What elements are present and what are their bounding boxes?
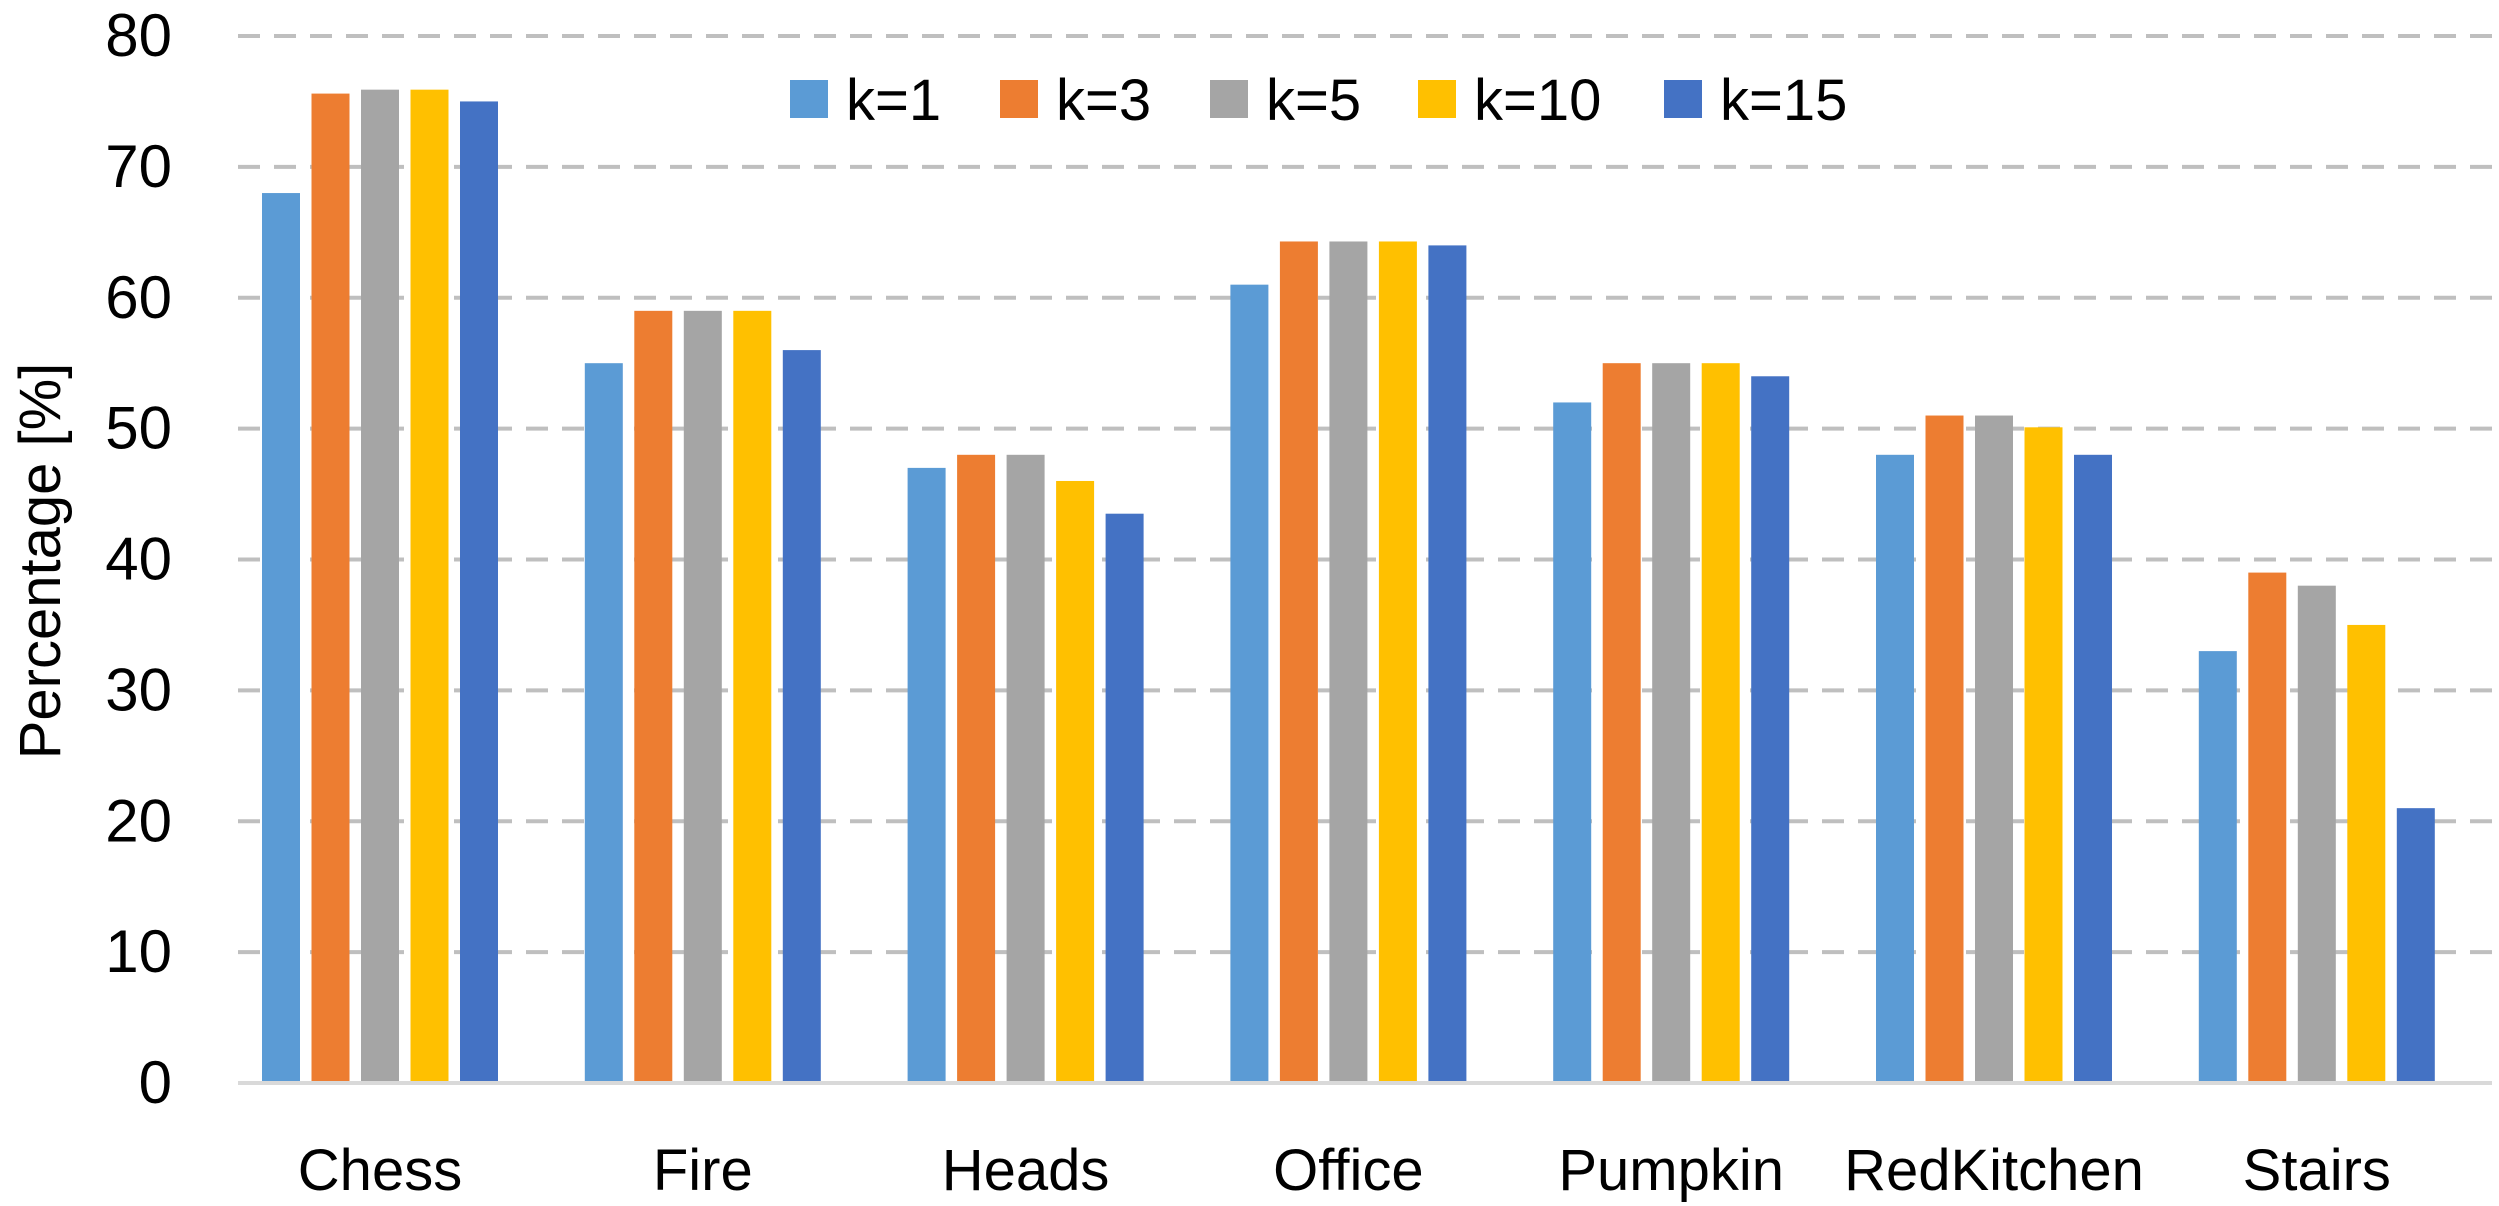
bar-stairs-k3: [2248, 572, 2287, 1083]
category-label-fire: Fire: [653, 1138, 753, 1203]
category-labels: Chess Fire Heads Office Pumpkin RedKitchen Sta…: [298, 1138, 2391, 1203]
bar-heads-k3: [957, 454, 996, 1083]
bar-redkitchen-k1: [1876, 454, 1914, 1083]
y-tick-label: 80: [105, 2, 172, 69]
bar-fire-k1: [584, 363, 623, 1083]
bar-redkitchen-k3: [1925, 415, 1964, 1084]
legend-label-k1: k=1: [846, 68, 941, 133]
category-label-chess: Chess: [298, 1138, 462, 1203]
legend-label-k15: k=15: [1720, 68, 1847, 133]
y-tick-label: 50: [105, 395, 172, 462]
legend-swatch-k10: [1418, 80, 1456, 118]
bar-stairs-k10: [2347, 624, 2386, 1083]
bar-chess-k5: [361, 89, 399, 1083]
y-tick-label: 70: [105, 133, 172, 200]
bar-fire-k10: [733, 310, 772, 1083]
legend-swatch-k1: [790, 80, 828, 118]
category-label-redkitchen: RedKitchen: [1844, 1138, 2144, 1203]
y-tick-label: 40: [105, 526, 172, 593]
bar-pumpkin-k10: [1701, 363, 1740, 1083]
bar-heads-k1: [907, 467, 946, 1083]
bar-fire-k15: [782, 350, 821, 1084]
bar-heads-k15: [1105, 513, 1144, 1083]
y-tick-label: 20: [105, 787, 172, 854]
y-tick-labels: 0 10 20 30 40 50 60 70 80: [105, 2, 172, 1116]
bar-redkitchen-k10: [2024, 427, 2063, 1083]
legend-swatch-k3: [1000, 80, 1038, 118]
legend-label-k5: k=5: [1266, 68, 1361, 133]
bar-pumpkin-k5: [1652, 363, 1691, 1083]
legend-swatch-k15: [1664, 80, 1702, 118]
bar-redkitchen-k5: [1975, 415, 2013, 1084]
bar-stairs-k15: [2396, 808, 2435, 1083]
bar-fire-k5: [683, 310, 722, 1083]
legend: k=1 k=3 k=5 k=10 k=15: [790, 68, 1847, 133]
bar-pumpkin-k3: [1602, 363, 1641, 1083]
bar-chess-k1: [262, 193, 300, 1084]
bar-office-k1: [1230, 284, 1269, 1084]
bar-office-k15: [1428, 245, 1467, 1083]
bar-chess-k15: [460, 101, 498, 1083]
bar-heads-k10: [1056, 480, 1095, 1084]
category-label-heads: Heads: [942, 1138, 1110, 1203]
bar-office-k10: [1378, 241, 1417, 1083]
category-label-stairs: Stairs: [2243, 1138, 2391, 1203]
y-axis-title: Percentage [%]: [8, 363, 73, 760]
category-label-office: Office: [1273, 1138, 1423, 1203]
bars: [262, 89, 2435, 1084]
bar-pumpkin-k15: [1751, 376, 1790, 1083]
bar-stairs-k1: [2198, 651, 2237, 1083]
bar-chess-k3: [311, 93, 350, 1083]
bar-chess-k10: [410, 89, 449, 1083]
bar-office-k3: [1279, 241, 1318, 1083]
y-tick-label: 10: [105, 918, 172, 985]
legend-label-k10: k=10: [1474, 68, 1601, 133]
y-tick-label: 30: [105, 656, 172, 723]
bar-redkitchen-k15: [2074, 454, 2112, 1083]
bar-office-k5: [1329, 241, 1368, 1083]
legend-swatch-k5: [1210, 80, 1248, 118]
bar-heads-k5: [1006, 454, 1045, 1083]
bar-fire-k3: [634, 310, 673, 1083]
y-tick-label: 0: [139, 1049, 172, 1116]
bar-stairs-k5: [2297, 585, 2336, 1083]
y-tick-label: 60: [105, 264, 172, 331]
category-label-pumpkin: Pumpkin: [1558, 1138, 1784, 1203]
bar-pumpkin-k1: [1553, 402, 1592, 1083]
legend-label-k3: k=3: [1056, 68, 1151, 133]
